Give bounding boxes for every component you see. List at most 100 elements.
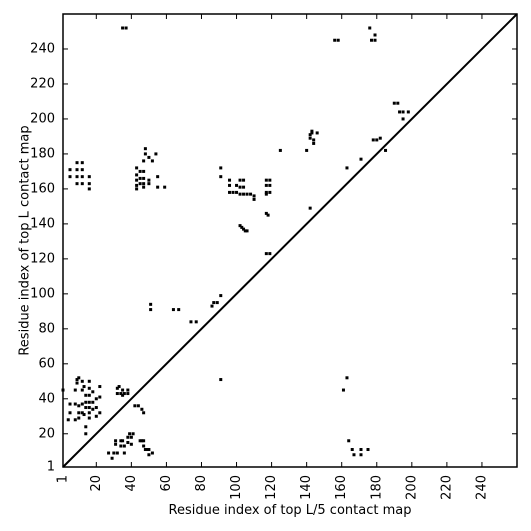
contact-point-upper <box>278 148 282 152</box>
contact-point-lower <box>350 448 354 452</box>
contact-point-upper <box>147 155 151 159</box>
contact-point-lower <box>91 400 95 404</box>
contact-point-lower <box>114 442 118 446</box>
contact-point-lower <box>115 451 119 455</box>
contact-point-lower <box>94 397 98 401</box>
contact-point-upper <box>189 320 193 324</box>
contact-point-lower <box>112 451 116 455</box>
contact-point-lower <box>143 448 147 452</box>
contact-point-upper <box>135 178 139 182</box>
contact-point-upper <box>75 168 79 172</box>
contact-point-lower <box>115 386 119 390</box>
contact-point-lower <box>73 418 77 422</box>
contact-point-upper <box>138 182 142 186</box>
contact-point-lower <box>138 439 142 443</box>
contact-point-upper <box>212 301 216 305</box>
contact-point-lower <box>121 388 125 392</box>
contact-point-lower <box>87 379 91 383</box>
contact-point-lower <box>126 388 130 392</box>
contact-point-upper <box>80 175 84 179</box>
contact-point-lower <box>121 393 125 397</box>
contact-point-upper <box>252 194 256 198</box>
x-tick-label: 220 <box>439 475 454 500</box>
contact-point-upper <box>194 320 198 324</box>
x-tick-label: 140 <box>299 475 314 500</box>
y-tick-label: 80 <box>38 321 55 336</box>
contact-point-upper <box>243 229 247 233</box>
contact-point-upper <box>268 183 272 187</box>
contact-point-lower <box>82 385 86 389</box>
contact-point-upper <box>378 136 382 140</box>
contact-point-upper <box>264 211 268 215</box>
contact-point-upper <box>68 175 72 179</box>
contact-point-upper <box>80 161 84 165</box>
contact-point-upper <box>150 159 154 163</box>
contact-point-upper <box>242 178 246 182</box>
x-tick-label: 1 <box>56 475 71 483</box>
contact-point-lower <box>129 442 133 446</box>
contact-point-lower <box>131 432 135 436</box>
contact-point-upper <box>238 178 242 182</box>
contact-point-lower <box>126 392 130 396</box>
contact-point-upper <box>266 213 270 217</box>
contact-point-upper <box>177 308 181 312</box>
contact-point-lower <box>87 386 91 390</box>
contact-point-upper <box>310 129 314 133</box>
contact-point-lower <box>68 411 72 415</box>
contact-point-lower <box>359 448 363 452</box>
contact-point-lower <box>147 448 151 452</box>
contact-point-lower <box>73 402 77 406</box>
contact-point-lower <box>84 406 88 410</box>
contact-point-upper <box>268 252 272 256</box>
contact-point-lower <box>129 435 133 439</box>
contact-point-upper <box>228 190 232 194</box>
y-tick-label: 100 <box>30 286 55 301</box>
contact-point-upper <box>219 166 223 170</box>
contact-point-lower <box>77 404 81 408</box>
contact-point-upper <box>154 152 158 156</box>
contact-point-lower <box>117 385 121 389</box>
contact-point-upper <box>392 101 396 105</box>
contact-point-lower <box>80 388 84 392</box>
contact-point-upper <box>147 182 151 186</box>
contact-point-upper <box>268 178 272 182</box>
contact-point-upper <box>135 173 139 177</box>
contact-point-lower <box>87 406 91 410</box>
contact-point-lower <box>133 404 137 408</box>
contact-point-upper <box>142 185 146 189</box>
lower-contacts-series <box>61 376 370 460</box>
diagonal-line <box>62 13 518 468</box>
contact-point-lower <box>136 404 140 408</box>
contact-point-lower <box>119 392 123 396</box>
contact-point-lower <box>75 381 79 385</box>
contact-point-upper <box>384 148 388 152</box>
contact-point-lower <box>119 444 123 448</box>
y-tick-label: 40 <box>38 391 55 406</box>
contact-point-lower <box>352 453 356 457</box>
contact-point-lower <box>80 402 84 406</box>
contact-point-upper <box>143 152 147 156</box>
contact-point-lower <box>80 411 84 415</box>
contact-point-upper <box>75 161 79 165</box>
x-tick-label: 240 <box>474 475 489 500</box>
y-tick-label: 220 <box>30 76 55 91</box>
contact-point-lower <box>140 407 144 411</box>
contact-point-lower <box>80 379 84 383</box>
contact-point-lower <box>147 453 151 457</box>
contact-point-upper <box>75 182 79 186</box>
contact-point-upper <box>398 110 402 114</box>
contact-point-upper <box>245 192 249 196</box>
contact-point-lower <box>128 432 132 436</box>
contact-point-upper <box>401 117 405 121</box>
contact-point-lower <box>107 451 111 455</box>
contact-point-upper <box>156 175 160 179</box>
contact-point-lower <box>87 393 91 397</box>
contact-point-lower <box>77 411 81 415</box>
contact-point-upper <box>138 176 142 180</box>
contact-point-upper <box>147 178 151 182</box>
contact-point-lower <box>122 392 126 396</box>
contact-point-lower <box>142 411 146 415</box>
contact-point-lower <box>150 451 154 455</box>
contact-point-lower <box>110 456 114 460</box>
